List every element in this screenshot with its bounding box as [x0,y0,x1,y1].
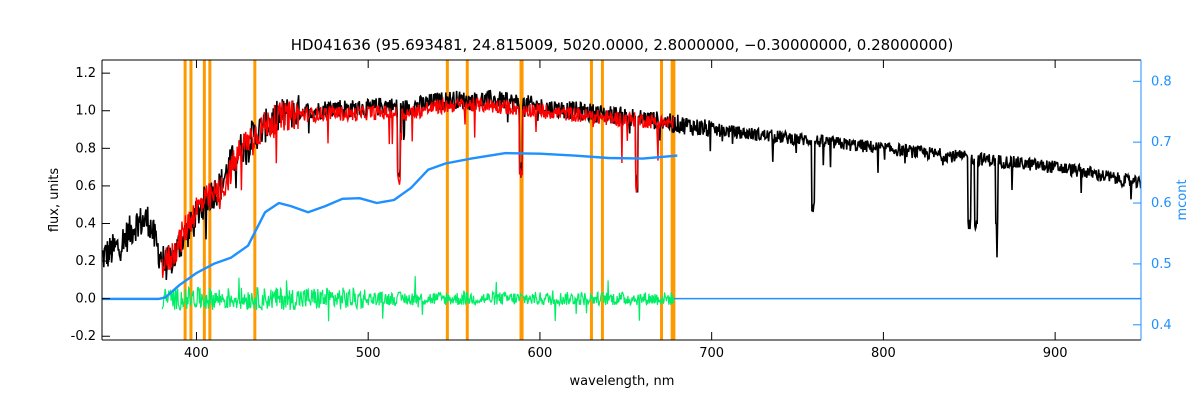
y2-axis-label: mcont [1175,179,1190,220]
y2-tick-label: 0.6 [1151,196,1172,211]
x-tick-label: 600 [528,346,553,361]
x-tick-label: 500 [356,346,381,361]
y-tick-label: 0.6 [75,179,96,194]
y2-tick-label: 0.7 [1151,135,1172,150]
y-tick-label: 0.2 [75,254,96,269]
y-tick-label: 0.0 [75,292,96,307]
y2-tick-label: 0.4 [1151,318,1172,333]
observed-spectrum-line [101,89,1142,281]
residual-line [161,276,675,322]
y-tick-label: 1.0 [75,104,96,119]
y-tick-label: 0.4 [75,216,96,231]
y-tick-label: 0.8 [75,141,96,156]
x-axis-label: wavelength, nm [570,374,675,389]
x-tick-label: 700 [699,346,724,361]
x-tick-label: 800 [871,346,896,361]
continuum-line [102,151,678,301]
plot-area: 400 500 600 700 800 900 -0.2 0.0 0.2 0.4 0.6 0.8 1.0… [71,59,1172,361]
chart-title: HD041636 (95.693481, 24.815009, 5020.000… [291,36,954,54]
x-tick-label: 400 [184,346,209,361]
y-tick-label: -0.2 [71,329,96,344]
y2-tick-label: 0.8 [1151,74,1172,89]
y-axis-label: flux, units [47,168,62,233]
y-tick-label: 1.2 [75,66,96,81]
model-spectrum-line [161,96,675,278]
y2-tick-label: 0.5 [1151,257,1172,272]
x-tick-label: 900 [1043,346,1068,361]
